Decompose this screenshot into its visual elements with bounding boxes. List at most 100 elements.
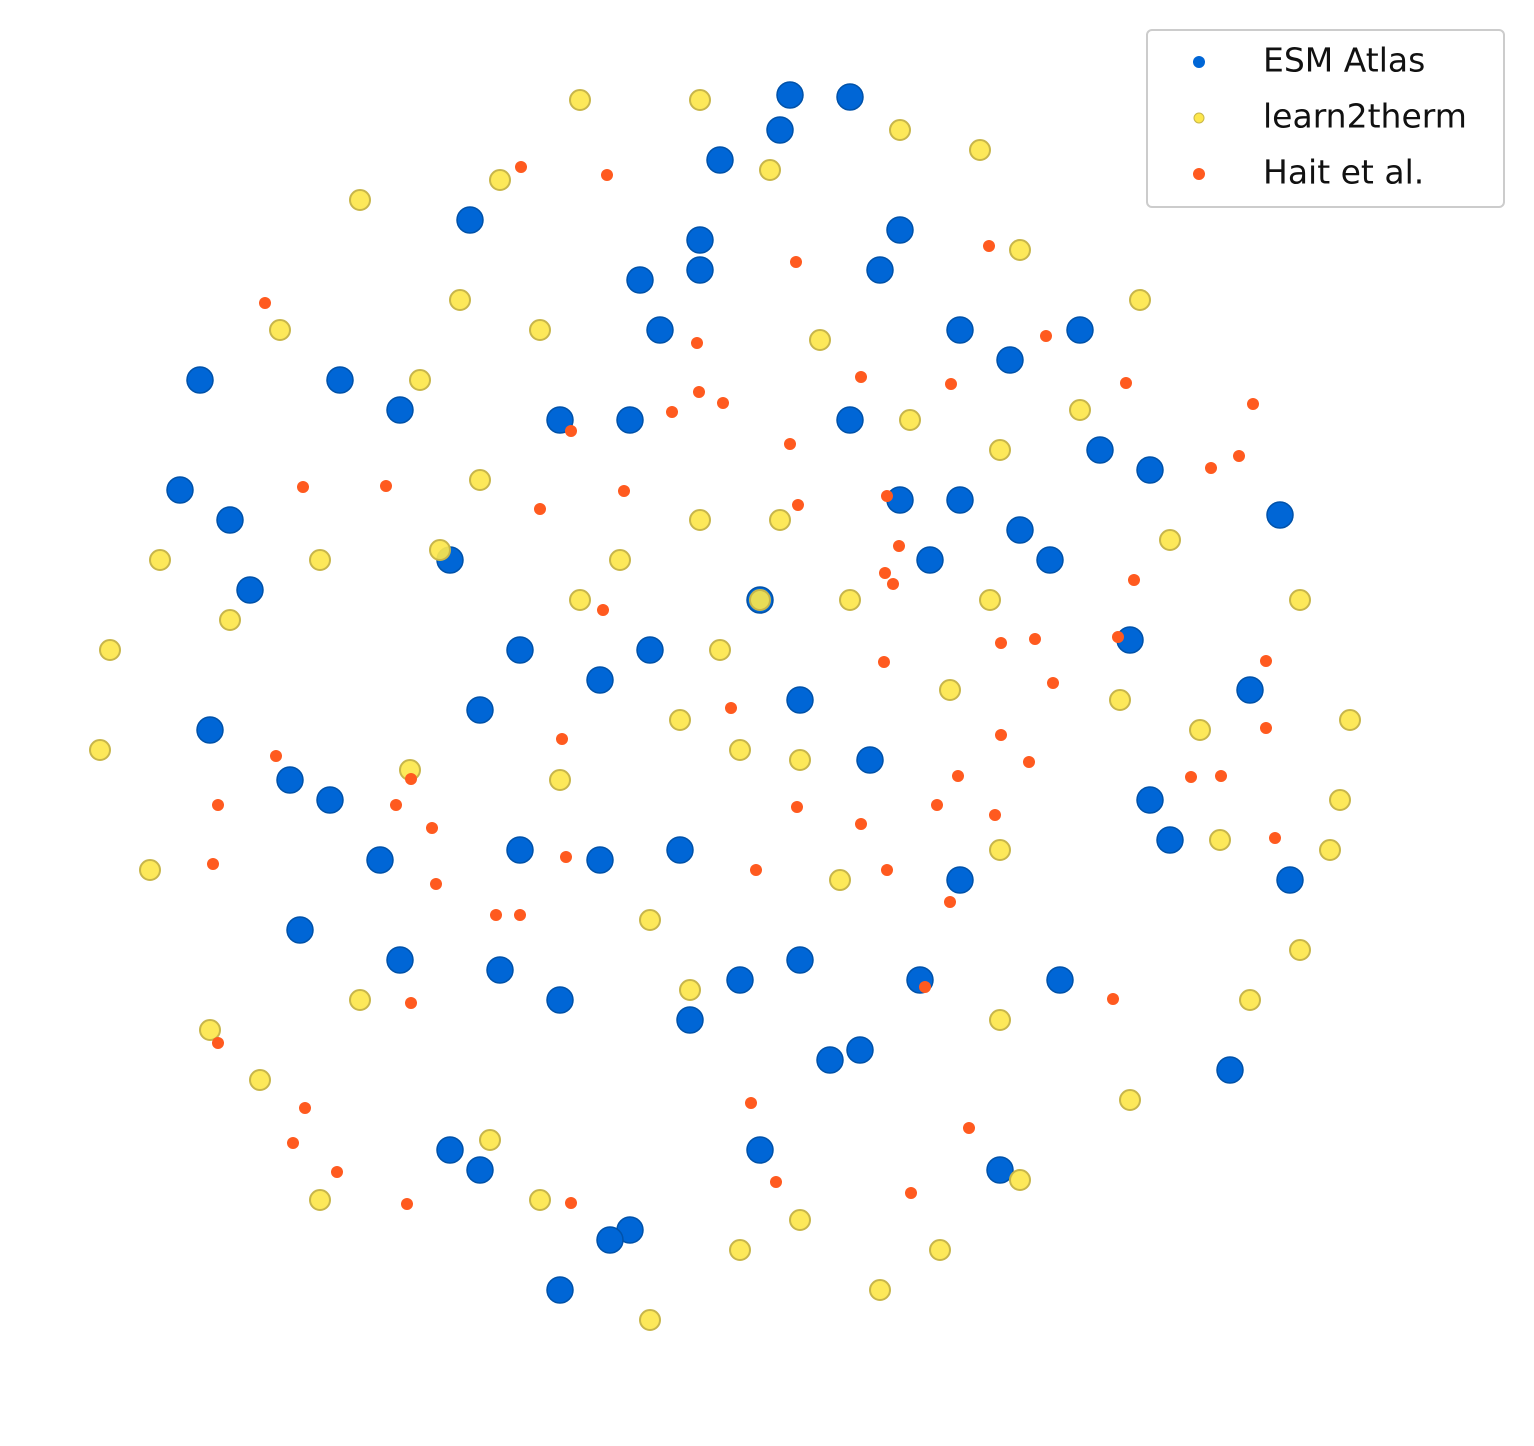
point — [846, 1036, 874, 1064]
legend-label: Hait et al. — [1263, 153, 1424, 192]
point — [309, 1189, 331, 1211]
point — [1136, 786, 1164, 814]
point — [166, 476, 194, 504]
point — [929, 1239, 951, 1261]
point — [969, 139, 991, 161]
point — [1319, 839, 1341, 861]
point — [746, 1136, 774, 1164]
point — [792, 499, 804, 511]
point — [1216, 1056, 1244, 1084]
point — [276, 766, 304, 794]
point — [514, 909, 526, 921]
point — [609, 549, 631, 571]
legend-box — [1146, 29, 1505, 208]
point — [196, 716, 224, 744]
point — [996, 346, 1024, 374]
point — [549, 769, 571, 791]
point — [709, 639, 731, 661]
point — [1129, 289, 1151, 311]
point — [945, 378, 957, 390]
point — [430, 878, 442, 890]
point — [386, 396, 414, 424]
point — [869, 1279, 891, 1301]
point — [560, 851, 572, 863]
point — [546, 406, 574, 434]
legend-label: ESM Atlas — [1263, 41, 1425, 80]
point — [946, 866, 974, 894]
point — [646, 316, 674, 344]
point — [429, 539, 451, 561]
point — [466, 696, 494, 724]
point — [297, 481, 309, 493]
point — [689, 89, 711, 111]
point — [1236, 676, 1264, 704]
point — [269, 319, 291, 341]
point — [149, 549, 171, 571]
point — [405, 773, 417, 785]
point — [1047, 677, 1059, 689]
legend-marker — [1193, 56, 1205, 68]
point — [786, 946, 814, 974]
point — [1066, 316, 1094, 344]
point — [1009, 1169, 1031, 1191]
point — [939, 679, 961, 701]
point — [1239, 989, 1261, 1011]
point — [1036, 546, 1064, 574]
point — [1289, 939, 1311, 961]
point — [766, 116, 794, 144]
point — [286, 916, 314, 944]
point — [1339, 709, 1361, 731]
point — [666, 406, 678, 418]
point — [1189, 719, 1211, 741]
point — [506, 836, 534, 864]
point — [759, 159, 781, 181]
point — [219, 609, 241, 631]
point — [601, 169, 613, 181]
point — [786, 686, 814, 714]
point — [919, 981, 931, 993]
point — [529, 319, 551, 341]
point — [1209, 829, 1231, 851]
point — [287, 1137, 299, 1149]
point — [207, 858, 219, 870]
point — [1276, 866, 1304, 894]
point — [309, 549, 331, 571]
point — [99, 639, 121, 661]
point — [916, 546, 944, 574]
point — [881, 490, 893, 502]
plot-area — [89, 81, 1361, 1331]
point — [905, 1187, 917, 1199]
point — [216, 506, 244, 534]
point — [983, 240, 995, 252]
point — [1112, 631, 1124, 643]
point — [979, 589, 1001, 611]
point — [691, 337, 703, 349]
point — [995, 729, 1007, 741]
point — [199, 1019, 221, 1041]
point — [995, 637, 1007, 649]
point — [770, 1176, 782, 1188]
point — [784, 438, 796, 450]
point — [887, 578, 899, 590]
point — [666, 836, 694, 864]
point — [436, 1136, 464, 1164]
point — [679, 979, 701, 1001]
point — [855, 371, 867, 383]
point — [886, 216, 914, 244]
point — [636, 636, 664, 664]
point — [1009, 239, 1031, 261]
point — [1029, 633, 1041, 645]
point — [556, 733, 568, 745]
point — [1136, 456, 1164, 484]
point — [349, 189, 371, 211]
point — [1233, 450, 1245, 462]
point — [249, 1069, 271, 1091]
point — [139, 859, 161, 881]
point — [686, 226, 714, 254]
point — [1205, 462, 1217, 474]
point — [809, 329, 831, 351]
point — [1289, 589, 1311, 611]
point — [331, 1166, 343, 1178]
point — [1260, 722, 1272, 734]
